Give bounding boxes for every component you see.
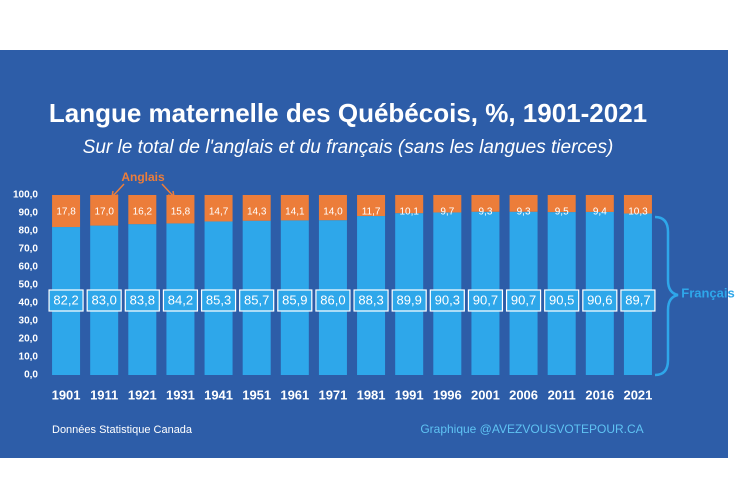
x-tick-label: 2021 bbox=[623, 387, 652, 402]
data-label: 82,2 bbox=[53, 292, 78, 307]
label-box bbox=[582, 289, 618, 312]
x-tick-label: 1951 bbox=[242, 387, 271, 402]
data-label: 90,7 bbox=[511, 292, 536, 307]
data-label: 85,7 bbox=[244, 292, 269, 307]
data-label: 9,5 bbox=[555, 207, 569, 218]
y-tick-label: 70,0 bbox=[19, 244, 39, 255]
bar-segment bbox=[204, 195, 233, 222]
bar-segment bbox=[318, 195, 347, 221]
bar-segment bbox=[52, 195, 81, 228]
label-box bbox=[162, 289, 199, 312]
y-tick-label: 0,0 bbox=[24, 370, 38, 381]
label-box bbox=[391, 289, 427, 312]
bar-segment bbox=[433, 195, 462, 213]
x-tick-label: 1901 bbox=[52, 387, 81, 402]
data-label: 86,0 bbox=[320, 292, 345, 307]
data-label: 89,9 bbox=[397, 292, 422, 307]
bar-segment bbox=[585, 195, 614, 212]
data-label: 9,4 bbox=[593, 207, 607, 218]
x-tick-label: 2016 bbox=[585, 387, 614, 402]
label-box bbox=[315, 289, 351, 312]
x-tick-label: 2006 bbox=[509, 387, 538, 402]
bar-segment bbox=[242, 195, 271, 221]
x-tick-label: 2001 bbox=[471, 387, 500, 402]
credit-note: Graphique @AVEZVOUSVOTEPOUR.CA bbox=[420, 422, 643, 436]
data-label: 90,7 bbox=[473, 292, 498, 307]
data-label: 83,8 bbox=[130, 292, 155, 307]
bar-segment bbox=[509, 195, 538, 212]
label-box bbox=[620, 289, 656, 312]
bar-segment bbox=[166, 195, 195, 224]
bar-segment bbox=[547, 195, 576, 213]
data-label: 9,3 bbox=[517, 207, 531, 218]
data-label: 17,8 bbox=[56, 207, 76, 218]
label-box bbox=[467, 289, 504, 312]
y-tick-label: 90,0 bbox=[19, 208, 39, 219]
x-tick-label: 1941 bbox=[204, 387, 233, 402]
y-tick-label: 40,0 bbox=[19, 298, 39, 309]
data-label: 14,0 bbox=[323, 207, 343, 218]
x-tick-label: 1981 bbox=[357, 387, 386, 402]
brace bbox=[654, 215, 679, 377]
y-tick-label: 30,0 bbox=[19, 316, 39, 327]
francais-label: Français bbox=[681, 285, 734, 300]
data-label: 9,3 bbox=[478, 207, 492, 218]
x-tick-label: 1996 bbox=[433, 387, 462, 402]
data-label: 15,8 bbox=[171, 207, 191, 218]
y-tick-label: 50,0 bbox=[19, 280, 39, 291]
y-tick-label: 10,0 bbox=[19, 352, 39, 363]
data-label: 89,7 bbox=[625, 292, 650, 307]
data-label: 11,7 bbox=[362, 207, 381, 218]
bar-segment bbox=[357, 195, 386, 217]
label-box bbox=[86, 289, 122, 312]
bar-segment bbox=[128, 195, 157, 225]
data-label: 90,5 bbox=[549, 292, 574, 307]
data-label: 85,3 bbox=[206, 292, 231, 307]
data-label: 14,7 bbox=[209, 207, 229, 218]
data-label: 85,9 bbox=[282, 292, 307, 307]
label-box bbox=[239, 289, 275, 312]
data-label: 17,0 bbox=[94, 207, 114, 218]
y-tick-label: 20,0 bbox=[19, 334, 39, 345]
label-box bbox=[505, 289, 542, 312]
bar-segment bbox=[280, 195, 309, 221]
y-tick-label: 100,0 bbox=[13, 190, 38, 201]
data-label: 9,7 bbox=[440, 207, 454, 218]
y-tick-label: 80,0 bbox=[19, 226, 39, 237]
x-tick-label: 1961 bbox=[280, 387, 309, 402]
label-box bbox=[200, 289, 237, 312]
data-label: 10,3 bbox=[628, 207, 648, 218]
data-label: 14,3 bbox=[247, 207, 267, 218]
x-tick-label: 1931 bbox=[166, 387, 195, 402]
bar-segment bbox=[471, 195, 500, 212]
bar-segment bbox=[395, 195, 424, 214]
label-box bbox=[429, 289, 465, 312]
x-tick-label: 2011 bbox=[548, 387, 576, 402]
label-box bbox=[124, 289, 160, 312]
chart-subtitle: Sur le total de l'anglais et du français… bbox=[83, 137, 614, 158]
data-label: 90,6 bbox=[587, 292, 612, 307]
x-tick-label: 1971 bbox=[318, 387, 347, 402]
data-label: 84,2 bbox=[168, 292, 193, 307]
chart-title: Langue maternelle des Québécois, %, 1901… bbox=[49, 98, 647, 128]
data-label: 16,2 bbox=[133, 207, 153, 218]
bar-segment bbox=[90, 195, 119, 226]
x-tick-label: 1911 bbox=[90, 387, 118, 402]
label-box bbox=[48, 289, 84, 312]
label-box bbox=[544, 289, 580, 312]
bar-segment bbox=[623, 195, 652, 214]
data-label: 90,3 bbox=[435, 292, 460, 307]
y-tick-label: 60,0 bbox=[19, 262, 39, 273]
label-box bbox=[277, 289, 313, 312]
data-label: 88,3 bbox=[358, 292, 383, 307]
data-label: 14,1 bbox=[285, 207, 305, 218]
label-box bbox=[353, 289, 389, 312]
data-label: 10,1 bbox=[399, 207, 419, 218]
data-label: 83,0 bbox=[92, 292, 117, 307]
anglais-label: Anglais bbox=[121, 170, 165, 184]
x-tick-label: 1991 bbox=[395, 387, 424, 402]
source-note: Données Statistique Canada bbox=[52, 424, 193, 436]
x-tick-label: 1921 bbox=[128, 387, 157, 402]
